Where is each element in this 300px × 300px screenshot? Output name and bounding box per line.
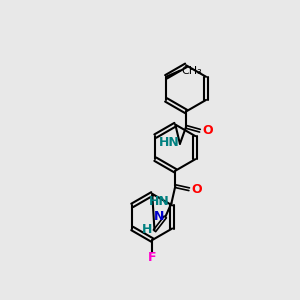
Text: O: O [202,124,213,137]
Text: HN: HN [149,195,170,208]
Text: F: F [148,251,157,264]
Text: N: N [154,211,164,224]
Text: O: O [191,183,202,196]
Text: HN: HN [159,136,179,149]
Text: CH₃: CH₃ [182,66,202,76]
Text: H: H [142,223,152,236]
